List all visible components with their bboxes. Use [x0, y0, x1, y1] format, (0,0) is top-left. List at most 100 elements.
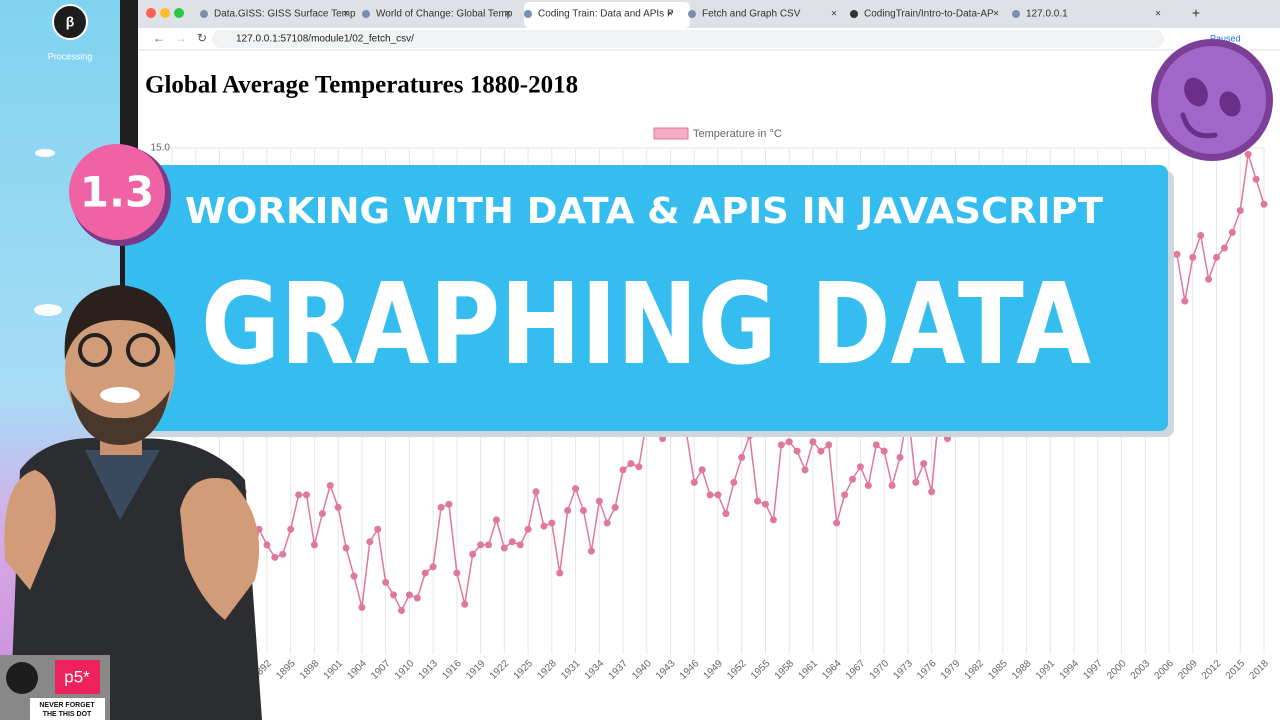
data-point: [461, 600, 469, 608]
back-button[interactable]: ←: [153, 31, 165, 45]
data-point: [279, 550, 287, 558]
url[interactable]: 127.0.0.1:57108/module1/02_fetch_csv/: [236, 34, 414, 45]
x-tick-label: 1994: [1058, 658, 1082, 682]
close-button[interactable]: [146, 8, 156, 18]
data-point: [271, 553, 279, 561]
x-tick-label: 1979: [939, 658, 963, 682]
data-point: [287, 525, 295, 533]
data-point: [777, 441, 785, 449]
page-heading: Global Average Temperatures 1880-2018: [145, 72, 578, 99]
data-point: [326, 482, 334, 489]
zoom-button[interactable]: [174, 8, 184, 18]
badge: [69, 144, 165, 240]
tab-icon: [850, 10, 858, 18]
app-icon[interactable]: [52, 4, 88, 40]
reload-button[interactable]: ↻: [197, 31, 207, 45]
data-point: [849, 475, 857, 483]
data-point: [1205, 275, 1213, 283]
data-point: [453, 569, 461, 577]
data-point: [500, 544, 508, 552]
data-point: [1220, 244, 1228, 252]
data-point: [1181, 297, 1189, 305]
data-point: [548, 519, 556, 527]
data-point: [342, 544, 350, 552]
data-point: [619, 466, 627, 474]
data-point: [492, 516, 500, 524]
icon-glyph: β: [66, 14, 75, 30]
data-point: [690, 478, 698, 486]
tab-title[interactable]: CodingTrain/Intro-to-Data-AP: [864, 9, 994, 20]
app-label[interactable]: Processing: [48, 51, 93, 61]
x-tick-label: 2006: [1153, 658, 1177, 682]
sticker: [30, 698, 105, 720]
hand: [4, 470, 56, 590]
data-point: [508, 538, 516, 546]
data-point: [295, 491, 303, 499]
data-point: [809, 438, 817, 446]
data-point: [698, 466, 706, 474]
x-tick-label: 1964: [820, 658, 844, 682]
tab-title[interactable]: Data.GISS: GISS Surface Temp: [214, 9, 356, 20]
tab-icon: [1012, 10, 1020, 18]
glasses: [78, 333, 112, 367]
tab-title[interactable]: 127.0.0.1: [1026, 9, 1068, 20]
data-point: [382, 578, 390, 586]
x-tick-label: 1925: [512, 658, 536, 682]
x-tick-label: 1949: [701, 658, 725, 682]
new-tab[interactable]: +: [1192, 5, 1200, 21]
data-point: [896, 453, 904, 461]
data-point: [413, 594, 421, 602]
legend-swatch[interactable]: [653, 127, 689, 140]
data-point: [303, 491, 311, 499]
address-bar[interactable]: [212, 30, 1164, 48]
data-point: [429, 563, 437, 571]
legend-label[interactable]: Temperature in °C: [693, 128, 782, 140]
x-tick-label: 2003: [1129, 658, 1153, 682]
x-tick-label: 1973: [891, 658, 915, 682]
data-point: [761, 500, 769, 508]
forward-button[interactable]: →: [175, 31, 187, 45]
x-tick-label: 2012: [1200, 658, 1224, 682]
x-tick-label: 1904: [345, 658, 369, 682]
tab-title[interactable]: Fetch and Graph CSV: [702, 9, 801, 20]
data-point: [350, 572, 358, 580]
banner: [125, 165, 1168, 431]
tab-close: ×: [505, 9, 511, 20]
data-point: [1173, 250, 1181, 258]
data-point: [445, 500, 453, 508]
x-tick-label: 2015: [1224, 658, 1248, 682]
data-point: [556, 569, 564, 577]
data-point: [587, 547, 595, 555]
x-tick-label: 1970: [868, 658, 892, 682]
status[interactable]: Paused: [1210, 33, 1241, 43]
y-tick-label: 15.0: [151, 143, 171, 154]
data-point: [730, 478, 738, 486]
data-point: [754, 497, 762, 505]
data-point: [334, 503, 342, 511]
hair: [64, 285, 176, 360]
data-point: [310, 541, 318, 549]
data-point: [1236, 207, 1244, 214]
tab-close: ×: [667, 9, 673, 20]
minimize-button[interactable]: [160, 8, 170, 18]
data-point: [801, 466, 809, 474]
data-point: [769, 516, 777, 524]
x-tick-label: 1952: [725, 658, 749, 682]
x-tick-label: 1955: [749, 658, 773, 682]
data-point: [872, 441, 880, 449]
x-tick-label: 1898: [298, 658, 322, 682]
cloud: [35, 149, 55, 157]
data-point: [1228, 228, 1236, 236]
tab-title[interactable]: World of Change: Global Temp: [376, 9, 513, 20]
data-point: [437, 503, 445, 511]
tab-title[interactable]: Coding Train: Data and APIs P: [538, 9, 674, 20]
tab-close: ×: [1155, 9, 1161, 20]
sticker-text: p5*: [64, 667, 90, 686]
data-point: [358, 603, 366, 611]
data-point: [627, 460, 635, 468]
data-point: [722, 510, 730, 518]
tab-close: ×: [343, 9, 349, 20]
data-point: [880, 447, 888, 455]
data-point: [841, 491, 849, 499]
